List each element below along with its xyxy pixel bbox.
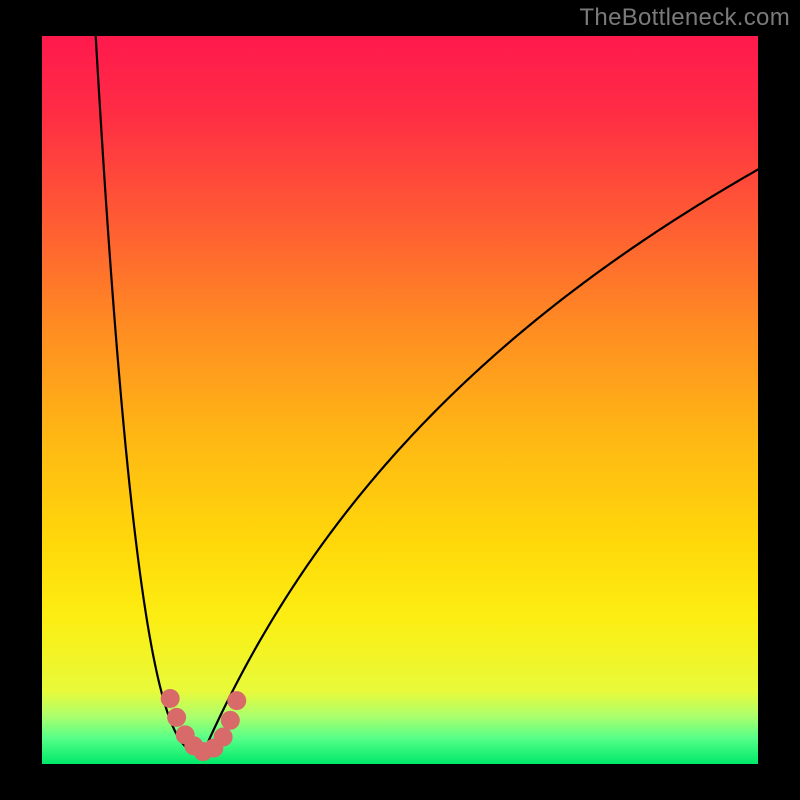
marker-dot <box>221 711 240 730</box>
watermark-text: TheBottleneck.com <box>579 4 790 32</box>
bottleneck-chart <box>0 0 800 800</box>
marker-dot <box>214 728 233 747</box>
marker-dot <box>167 708 186 727</box>
marker-dot <box>227 691 246 710</box>
plot-background <box>42 36 758 764</box>
marker-dot <box>161 689 180 708</box>
